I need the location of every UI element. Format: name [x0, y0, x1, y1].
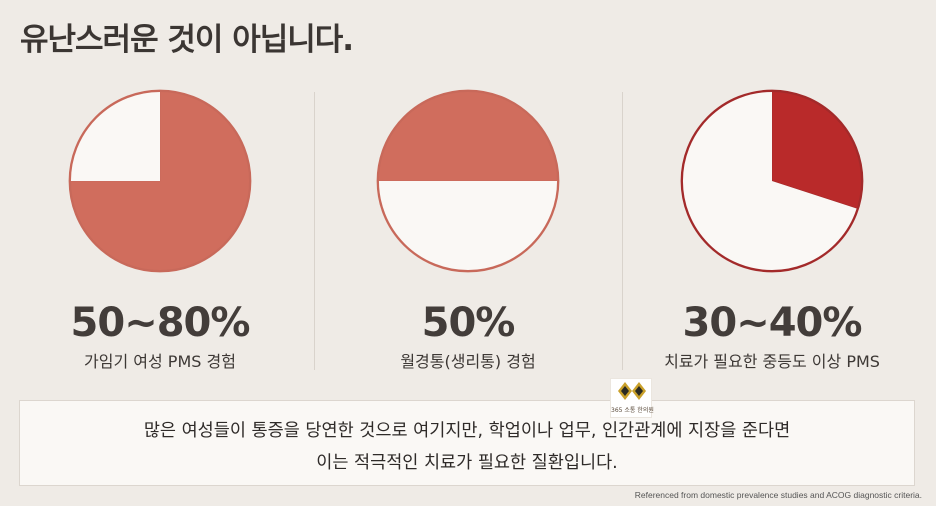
pie-outline — [376, 89, 560, 273]
note-line-1: 많은 여성들이 통증을 당연한 것으로 여기지만, 학업이나 업무, 인간관계에… — [143, 421, 791, 441]
pie-chart-pms — [68, 89, 252, 273]
footnote: Referenced from domestic prevalence stud… — [634, 490, 922, 500]
pie-slice-2 — [377, 181, 559, 272]
stat-panel-dysmenorrhea: 50% 월경통(생리통) 경험 — [313, 84, 623, 384]
stat-value: 50% — [421, 300, 516, 346]
pie-chart-moderate-pms — [680, 89, 864, 273]
divider-left — [314, 92, 315, 370]
stat-label: 가임기 여성 PMS 경험 — [84, 352, 236, 371]
note-box: 많은 여성들이 통증을 당연한 것으로 여기지만, 학업이나 업무, 인간관계에… — [19, 400, 915, 486]
stat-panel-pms: 50~80% 가임기 여성 PMS 경험 — [5, 84, 315, 384]
stat-label: 월경통(생리통) 경험 — [400, 352, 536, 371]
page-title: 유난스러운 것이 아닙니다. — [20, 22, 354, 58]
pie-chart-dysmenorrhea — [376, 89, 560, 273]
stat-value: 50~80% — [70, 300, 251, 346]
stat-value: 30~40% — [682, 300, 863, 346]
pie-outline — [68, 89, 252, 273]
logo-text: 365 소통 한의원 — [611, 407, 654, 414]
divider-right — [622, 92, 623, 370]
clinic-logo: 365 소통 한의원 — [610, 378, 654, 418]
pie-slice-2 — [681, 90, 858, 272]
pie-slice-1 — [377, 90, 559, 182]
pie-outline — [680, 89, 864, 273]
pie-slice-2 — [69, 90, 160, 181]
diamond-logo-icon — [618, 382, 646, 400]
stat-label: 치료가 필요한 중등도 이상 PMS — [664, 352, 880, 371]
note-line-2: 이는 적극적인 치료가 필요한 질환입니다. — [316, 453, 618, 473]
stat-panel-moderate-pms: 30~40% 치료가 필요한 중등도 이상 PMS — [617, 84, 927, 384]
